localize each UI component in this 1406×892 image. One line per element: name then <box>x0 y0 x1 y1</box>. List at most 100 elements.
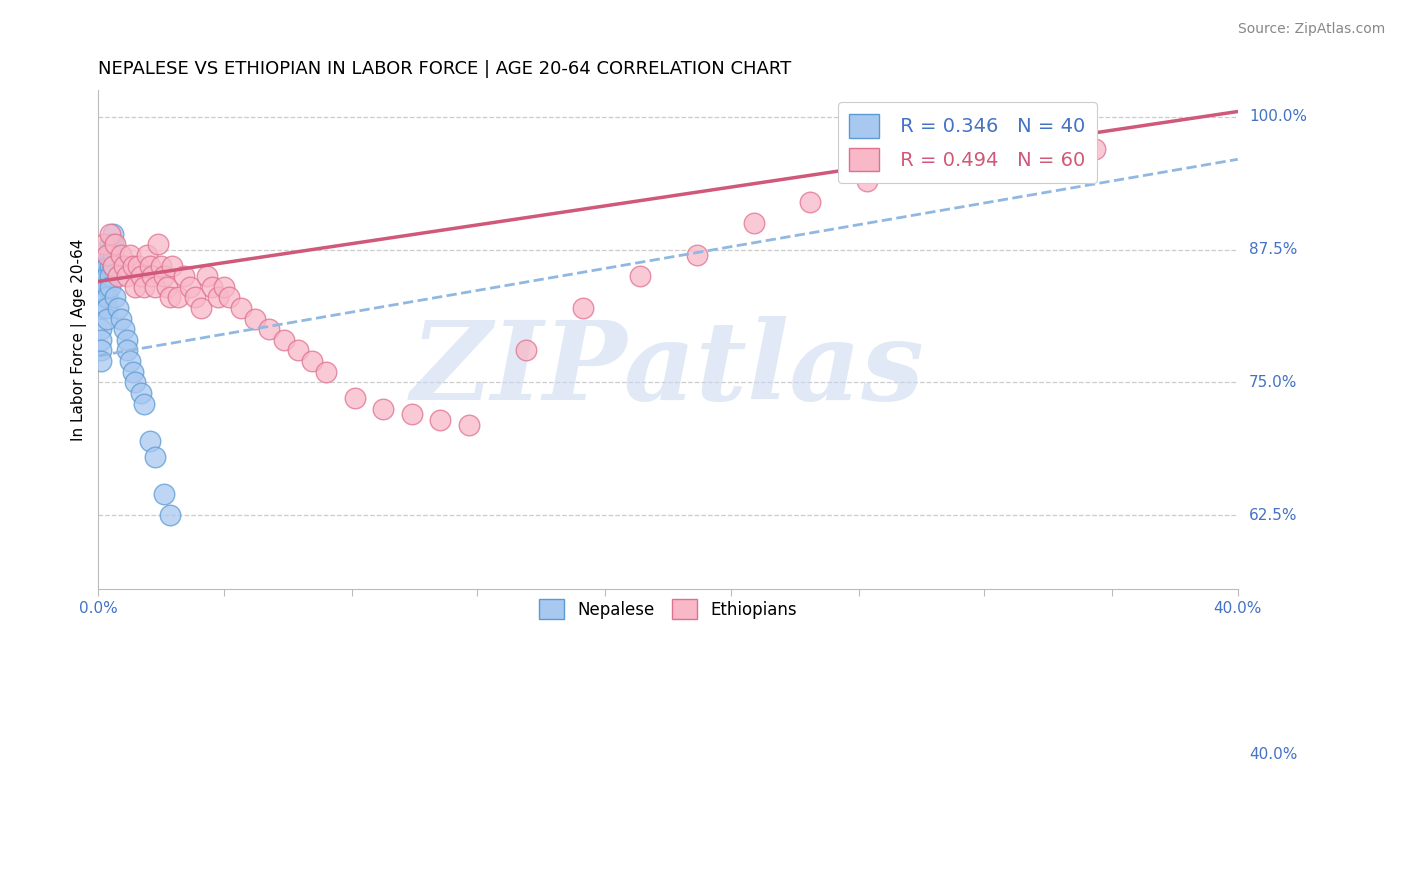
Point <box>190 301 212 315</box>
Point <box>628 269 651 284</box>
Point <box>138 259 160 273</box>
Point <box>93 290 115 304</box>
Point <box>742 216 765 230</box>
Text: 62.5%: 62.5% <box>1249 508 1298 523</box>
Point <box>146 237 169 252</box>
Point <box>93 259 115 273</box>
Point <box>153 487 176 501</box>
Point <box>273 333 295 347</box>
Point <box>93 237 115 252</box>
Point <box>259 322 281 336</box>
Legend: Nepalese, Ethiopians: Nepalese, Ethiopians <box>533 592 803 626</box>
Point <box>98 279 121 293</box>
Point <box>115 343 138 358</box>
Point <box>195 269 218 284</box>
Point <box>127 259 149 273</box>
Point <box>912 153 935 167</box>
Point <box>93 279 115 293</box>
Point <box>229 301 252 315</box>
Point <box>101 237 124 252</box>
Point <box>287 343 309 358</box>
Point <box>141 269 163 284</box>
Point <box>150 259 173 273</box>
Point <box>301 354 323 368</box>
Point <box>93 301 115 315</box>
Point <box>107 269 129 284</box>
Point <box>90 333 112 347</box>
Point <box>970 136 993 151</box>
Point <box>132 279 155 293</box>
Point <box>104 290 127 304</box>
Point <box>90 322 112 336</box>
Point <box>98 237 121 252</box>
Point <box>515 343 537 358</box>
Point <box>179 279 201 293</box>
Point <box>110 311 132 326</box>
Point <box>571 301 593 315</box>
Point <box>167 290 190 304</box>
Point <box>101 259 124 273</box>
Point <box>96 248 118 262</box>
Point <box>162 259 184 273</box>
Point <box>98 269 121 284</box>
Point <box>1084 142 1107 156</box>
Point <box>218 290 240 304</box>
Point <box>159 508 181 522</box>
Point <box>998 131 1021 145</box>
Point <box>685 248 707 262</box>
Point <box>112 322 135 336</box>
Point <box>129 386 152 401</box>
Point <box>207 290 229 304</box>
Point <box>212 279 235 293</box>
Point <box>1056 139 1078 153</box>
Point <box>135 248 157 262</box>
Point <box>153 269 176 284</box>
Point <box>799 194 821 209</box>
Text: 40.0%: 40.0% <box>1249 747 1298 762</box>
Point <box>112 259 135 273</box>
Point <box>90 354 112 368</box>
Point <box>98 259 121 273</box>
Point <box>104 237 127 252</box>
Point <box>121 365 143 379</box>
Point <box>96 269 118 284</box>
Point <box>96 248 118 262</box>
Point <box>138 434 160 448</box>
Point <box>90 343 112 358</box>
Point <box>129 269 152 284</box>
Y-axis label: In Labor Force | Age 20-64: In Labor Force | Age 20-64 <box>72 239 87 441</box>
Point <box>343 392 366 406</box>
Point <box>173 269 195 284</box>
Point <box>429 412 451 426</box>
Point <box>115 269 138 284</box>
Text: 87.5%: 87.5% <box>1249 242 1298 257</box>
Point <box>132 396 155 410</box>
Point <box>373 401 395 416</box>
Point <box>457 417 479 432</box>
Point <box>96 311 118 326</box>
Point <box>201 279 224 293</box>
Point <box>143 279 166 293</box>
Point <box>118 354 141 368</box>
Point <box>124 279 146 293</box>
Point <box>243 311 266 326</box>
Point <box>98 248 121 262</box>
Point <box>110 248 132 262</box>
Point <box>856 173 879 187</box>
Point <box>118 248 141 262</box>
Point <box>96 259 118 273</box>
Point <box>115 333 138 347</box>
Text: ZIPatlas: ZIPatlas <box>411 316 925 424</box>
Point <box>159 290 181 304</box>
Point <box>101 259 124 273</box>
Point <box>101 248 124 262</box>
Point <box>315 365 337 379</box>
Point <box>143 450 166 464</box>
Text: 100.0%: 100.0% <box>1249 110 1308 124</box>
Point <box>401 407 423 421</box>
Point <box>156 279 179 293</box>
Point <box>1028 136 1050 151</box>
Point <box>107 301 129 315</box>
Point <box>121 259 143 273</box>
Point <box>96 279 118 293</box>
